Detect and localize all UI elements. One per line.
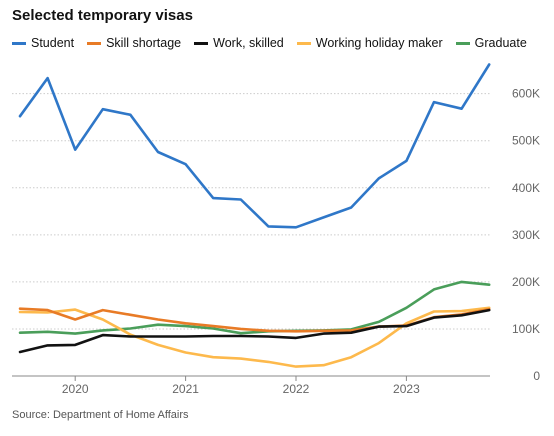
series-line-graduate <box>18 280 491 335</box>
legend-label: Skill shortage <box>106 36 182 50</box>
series-line-work-skilled <box>18 308 491 354</box>
legend-swatch <box>296 41 311 45</box>
legend-item: Graduate <box>455 36 527 50</box>
x-tick-label: 2021 <box>172 382 199 396</box>
y-tick-label: 100K <box>512 322 540 336</box>
series-lines <box>18 63 491 368</box>
y-tick-label: 500K <box>512 134 540 148</box>
legend-swatch <box>12 41 26 45</box>
y-tick-label: 0 <box>533 369 540 383</box>
x-tick-label: 2023 <box>393 382 420 396</box>
series-line-student <box>18 63 491 229</box>
legend-swatch <box>87 41 102 45</box>
x-tick-label: 2022 <box>283 382 310 396</box>
legend-label: Student <box>31 36 75 50</box>
legend-item: Skill shortage <box>87 36 181 50</box>
chart-legend: Student Skill shortage Work, skilled Workin… <box>12 36 540 50</box>
legend-label: Working holiday maker <box>315 36 443 50</box>
y-tick-label: 400K <box>512 181 540 195</box>
legend-swatch <box>455 41 470 45</box>
series-line-skill-shortage <box>18 307 491 333</box>
legend-label: Work, skilled <box>213 36 284 50</box>
x-axis-ticks: 2020 2021 2022 2023 <box>62 376 420 396</box>
series-line-working-holiday-maker <box>18 306 491 368</box>
y-axis-tick-labels: 0 100K 200K 300K 400K 500K 600K <box>512 87 540 383</box>
legend-item: Work, skilled <box>194 36 284 50</box>
legend-swatch <box>194 41 209 45</box>
legend-label: Graduate <box>474 36 527 50</box>
y-tick-label: 200K <box>512 275 540 289</box>
legend-item: Student <box>12 36 74 50</box>
x-tick-label: 2020 <box>62 382 89 396</box>
y-tick-label: 600K <box>512 87 540 101</box>
source-note: Source: Department of Home Affairs <box>12 409 189 421</box>
y-tick-label: 300K <box>512 228 540 242</box>
chart-title: Selected temporary visas <box>12 7 193 24</box>
legend-item: Working holiday maker <box>296 36 443 50</box>
